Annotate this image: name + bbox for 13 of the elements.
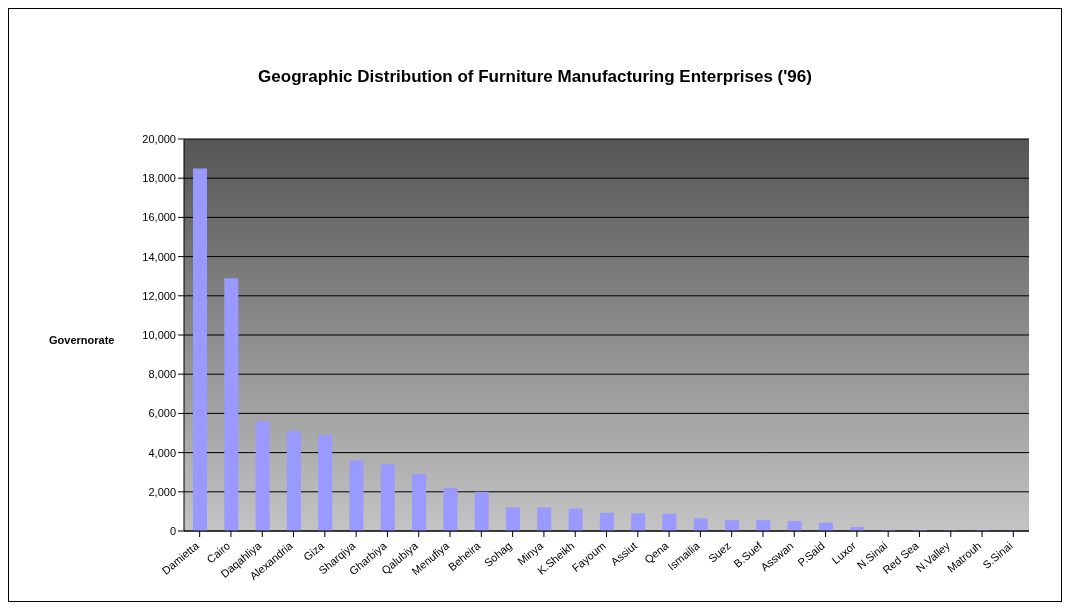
y-tick-label: 2,000 [148, 485, 176, 498]
y-tick-label: 4,000 [148, 446, 176, 459]
y-tick-label: 0 [169, 524, 176, 537]
y-tick-label: 8,000 [148, 368, 176, 381]
y-tick-label: 16,000 [142, 211, 176, 224]
y-tick-label: 18,000 [142, 172, 176, 185]
y-tick-label: 20,000 [142, 132, 176, 145]
y-tick-label: 12,000 [142, 289, 176, 302]
y-tick-label: 14,000 [142, 250, 176, 263]
chart-title: Geographic Distribution of Furniture Manufacturing Enterprises ('96) [257, 67, 813, 87]
y-tick-label: 10,000 [142, 328, 176, 341]
y-axis-title: Governorate [49, 334, 115, 346]
y-tick-label: 6,000 [148, 407, 176, 420]
